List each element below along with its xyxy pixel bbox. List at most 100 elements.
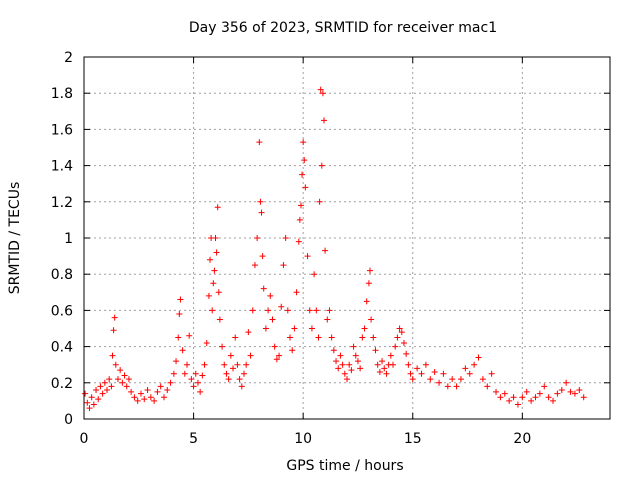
data-point: [335, 365, 342, 372]
data-point: [319, 90, 326, 97]
y-tick-label: 1.4: [51, 159, 73, 175]
data-point: [238, 383, 245, 390]
data-points: [82, 86, 587, 412]
data-point: [427, 376, 434, 383]
data-point: [541, 383, 548, 390]
data-point: [157, 383, 164, 390]
data-point: [392, 343, 399, 350]
data-point: [108, 383, 115, 390]
plot-frame: [83, 56, 611, 420]
data-point: [151, 397, 158, 404]
data-point: [131, 394, 138, 401]
y-tick-label: 1: [64, 231, 73, 247]
data-point: [479, 376, 486, 383]
data-point: [394, 334, 401, 341]
data-point: [273, 356, 280, 363]
data-point: [381, 365, 388, 372]
data-point: [368, 316, 375, 323]
data-point: [260, 285, 267, 292]
data-point: [370, 334, 377, 341]
data-point: [109, 352, 116, 359]
data-point: [93, 387, 100, 394]
data-point: [123, 383, 130, 390]
data-point: [306, 307, 313, 314]
data-point: [236, 376, 243, 383]
data-point: [271, 343, 278, 350]
data-point: [175, 334, 182, 341]
data-point: [337, 352, 344, 359]
data-point: [299, 171, 306, 178]
y-tick-label: 0.6: [51, 303, 73, 319]
data-point: [141, 396, 148, 403]
data-point: [457, 376, 464, 383]
data-point: [361, 325, 368, 332]
y-tick-label: 0.2: [51, 376, 73, 392]
data-point: [211, 267, 218, 274]
data-point: [296, 216, 303, 223]
data-point: [354, 358, 361, 365]
data-point: [400, 339, 407, 346]
data-point: [219, 343, 226, 350]
data-point: [111, 314, 118, 321]
data-point: [318, 162, 325, 169]
data-point: [276, 352, 283, 359]
data-point: [414, 365, 421, 372]
data-point: [440, 370, 447, 377]
data-point: [510, 394, 517, 401]
data-point: [194, 379, 201, 386]
data-point: [403, 350, 410, 357]
data-point: [328, 334, 335, 341]
data-point: [297, 202, 304, 209]
data-point: [315, 334, 322, 341]
data-point: [282, 235, 289, 241]
data-point: [484, 383, 491, 390]
data-point: [269, 316, 276, 323]
data-point: [267, 292, 274, 299]
data-point: [471, 361, 478, 368]
data-point: [214, 204, 221, 211]
data-point: [104, 387, 111, 394]
data-point: [576, 387, 583, 394]
data-point: [359, 334, 366, 341]
data-point: [449, 376, 456, 383]
data-point: [350, 343, 357, 350]
data-point: [259, 253, 266, 260]
data-point: [528, 397, 535, 404]
data-point: [444, 383, 451, 390]
data-point: [293, 289, 300, 296]
data-point: [240, 370, 247, 377]
data-point: [475, 354, 482, 361]
data-point: [367, 267, 374, 274]
data-point: [212, 235, 219, 241]
data-point: [289, 347, 296, 354]
y-tick-label: 0.4: [51, 340, 73, 356]
data-point: [199, 372, 206, 379]
x-tick-label: 5: [189, 431, 198, 447]
data-point: [320, 117, 327, 124]
data-point: [304, 253, 311, 260]
data-point: [365, 280, 372, 287]
data-point: [311, 271, 318, 278]
data-point: [519, 394, 526, 401]
data-point: [262, 325, 269, 332]
data-point: [287, 334, 294, 341]
data-point: [333, 358, 340, 365]
data-point: [436, 379, 443, 386]
data-point: [387, 352, 394, 359]
x-tick-label: 15: [404, 431, 422, 447]
data-point: [243, 361, 250, 368]
data-point: [398, 329, 405, 336]
data-point: [147, 394, 154, 401]
data-point: [230, 365, 237, 372]
data-point: [97, 383, 104, 390]
data-point: [501, 390, 508, 397]
data-point: [90, 401, 97, 408]
data-point: [101, 379, 108, 386]
data-point: [201, 361, 208, 368]
data-point: [341, 370, 348, 377]
data-point: [545, 394, 552, 401]
data-point: [532, 394, 539, 401]
data-point: [173, 358, 180, 365]
data-point: [322, 247, 329, 254]
data-point: [221, 361, 228, 368]
